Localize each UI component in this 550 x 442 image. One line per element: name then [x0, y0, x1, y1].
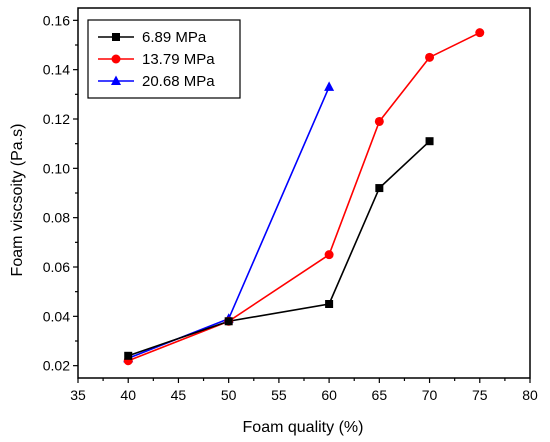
x-axis-title: Foam quality (%)	[243, 419, 364, 436]
x-tick-label: 80	[522, 387, 538, 403]
data-point	[224, 317, 233, 326]
x-tick-label: 55	[271, 387, 287, 403]
y-tick-label: 0.12	[43, 111, 70, 127]
series-line	[127, 140, 431, 357]
x-tick-label: 40	[120, 387, 136, 403]
y-tick-label: 0.08	[43, 210, 70, 226]
legend-swatch-marker	[111, 75, 121, 85]
plot-layer	[123, 28, 485, 366]
y-tick-label: 0.16	[43, 12, 70, 28]
legend: 6.89 MPa 13.79 MPa 20.68 MPa	[87, 19, 241, 99]
y-tick-label: 0.10	[43, 160, 70, 176]
data-point	[124, 351, 133, 360]
data-point	[425, 52, 435, 62]
legend-swatch-marker	[112, 33, 120, 41]
x-tick-label: 60	[321, 387, 337, 403]
y-tick-label: 0.06	[43, 259, 70, 275]
data-point	[324, 81, 335, 91]
data-point	[324, 250, 334, 260]
legend-label: 6.89 MPa	[142, 29, 207, 46]
data-point	[475, 28, 485, 38]
axes-layer: 35 40 45 50 55 60 65 70 75 80 0.02 0.04 0.06 0.08 0.10…	[43, 7, 538, 403]
x-tick-label: 45	[171, 387, 187, 403]
x-tick-label: 75	[472, 387, 488, 403]
x-tick-label: 65	[372, 387, 388, 403]
y-tick-label: 0.14	[43, 62, 70, 78]
y-tick-label: 0.02	[43, 358, 70, 374]
data-point	[325, 300, 334, 308]
legend-swatch-marker	[111, 54, 121, 64]
data-point	[375, 184, 384, 193]
y-axis-title: Foam viscsoity (Pa.s)	[9, 124, 26, 277]
x-tick-label: 35	[70, 387, 86, 403]
legend-label: 13.79 MPa	[142, 51, 215, 68]
y-tick-label: 0.04	[43, 308, 70, 324]
x-tick-label: 50	[221, 387, 237, 403]
legend-label: 20.68 MPa	[142, 73, 215, 90]
x-tick-label: 70	[422, 387, 438, 403]
data-point	[374, 116, 384, 126]
data-point	[425, 137, 434, 146]
